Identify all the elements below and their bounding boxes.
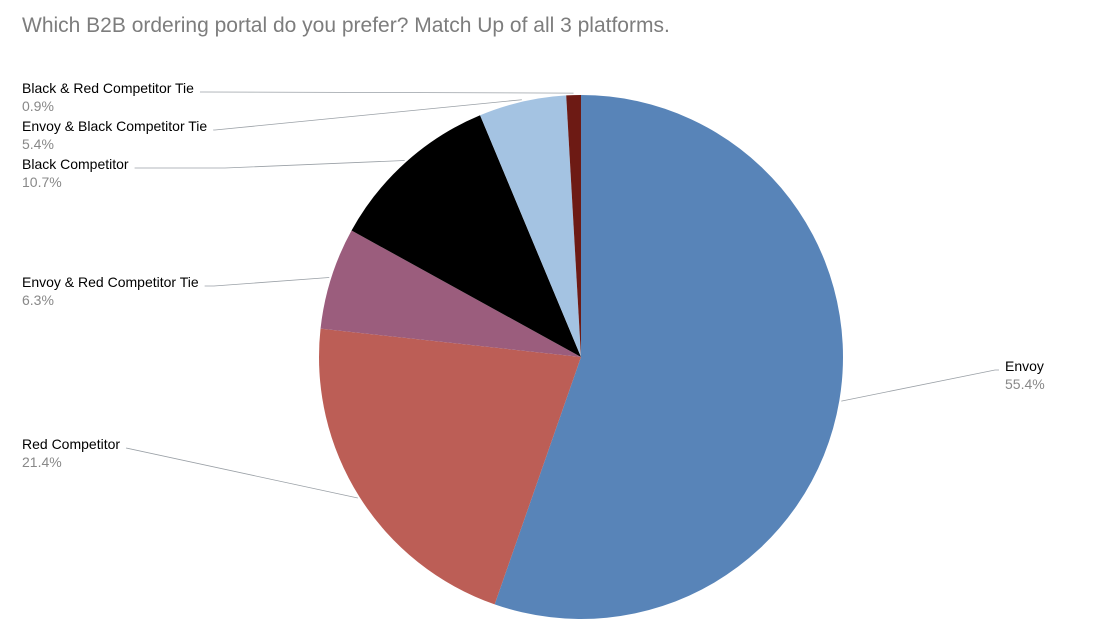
pie-slice-label: Envoy & Black Competitor Tie5.4% xyxy=(22,118,207,153)
pie-slice-label-name: Envoy & Red Competitor Tie xyxy=(22,274,199,292)
pie-slice-label-name: Black Competitor xyxy=(22,156,129,174)
leader-line xyxy=(200,92,574,93)
pie-slice-label-name: Black & Red Competitor Tie xyxy=(22,80,194,98)
pie-slice-label: Red Competitor21.4% xyxy=(22,436,120,471)
leader-line xyxy=(126,448,358,498)
pie-slice-label-pct: 55.4% xyxy=(1005,376,1045,394)
pie-slice-label: Black Competitor10.7% xyxy=(22,156,129,191)
leader-line xyxy=(135,160,405,168)
pie-slice-label: Black & Red Competitor Tie0.9% xyxy=(22,80,194,115)
pie-slice-label-name: Envoy xyxy=(1005,358,1045,376)
leader-line xyxy=(841,370,999,401)
pie-slice-label-pct: 5.4% xyxy=(22,136,207,154)
pie-slice-label-pct: 6.3% xyxy=(22,292,199,310)
pie-slice-label: Envoy & Red Competitor Tie6.3% xyxy=(22,274,199,309)
pie-slice-label-name: Red Competitor xyxy=(22,436,120,454)
leader-line xyxy=(205,277,330,286)
pie-slice-label-pct: 0.9% xyxy=(22,98,194,116)
pie-slice-label-name: Envoy & Black Competitor Tie xyxy=(22,118,207,136)
pie-slice-label-pct: 10.7% xyxy=(22,174,129,192)
pie-slice-label: Envoy55.4% xyxy=(1005,358,1045,393)
pie-slice-label-pct: 21.4% xyxy=(22,454,120,472)
